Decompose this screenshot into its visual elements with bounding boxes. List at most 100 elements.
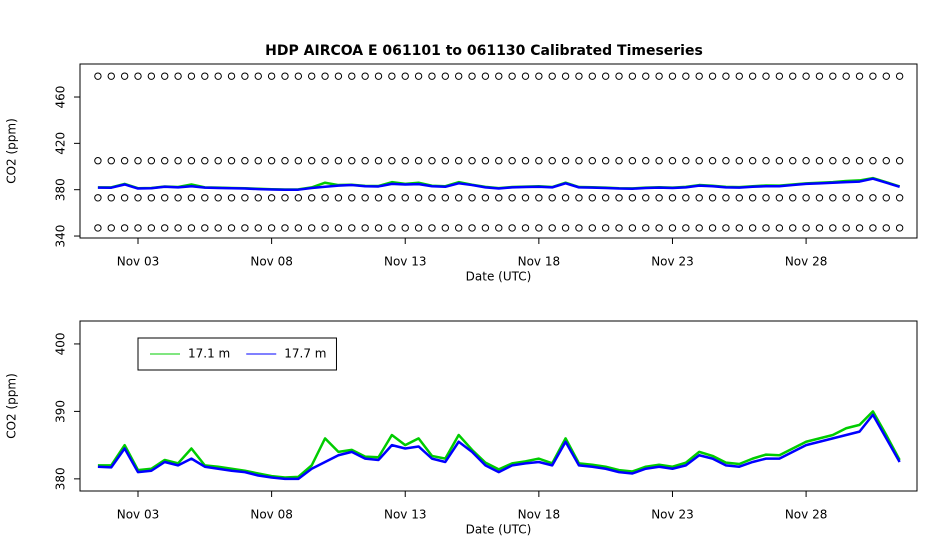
- data-point: [789, 194, 797, 202]
- data-point: [588, 224, 597, 232]
- data-point: [561, 194, 570, 202]
- data-point: [615, 224, 623, 232]
- data-point: [789, 224, 797, 232]
- data-point: [441, 157, 450, 165]
- data-point: [214, 194, 222, 202]
- x-tick-label: Nov 23: [651, 255, 694, 269]
- data-point: [227, 194, 236, 202]
- data-point: [789, 157, 797, 165]
- panel: Nov 03 Nov 08 Nov 13 Nov 18 Nov 23 Nov 28 340 3…: [5, 63, 918, 284]
- data-point: [655, 72, 663, 80]
- data-point: [321, 224, 329, 232]
- data-point: [628, 194, 637, 202]
- x-tick-label: Nov 03: [117, 508, 160, 522]
- data-point: [775, 194, 784, 202]
- plot-frame: [79, 63, 918, 239]
- data-point: [722, 224, 730, 232]
- data-point: [254, 194, 262, 202]
- data-point: [201, 224, 209, 232]
- data-point: [575, 194, 583, 202]
- data-point: [775, 224, 784, 232]
- data-point: [735, 157, 743, 165]
- data-point: [468, 224, 476, 232]
- data-point: [414, 194, 423, 202]
- y-tick-label: 380: [54, 467, 68, 490]
- data-point: [348, 157, 356, 165]
- data-point: [588, 194, 597, 202]
- data-point: [695, 157, 703, 165]
- data-point: [441, 72, 450, 80]
- data-point: [642, 72, 650, 80]
- data-point: [348, 72, 356, 80]
- data-point: [508, 72, 516, 80]
- data-point: [294, 224, 303, 232]
- data-point: [815, 224, 824, 232]
- data-point: [388, 72, 396, 80]
- data-point: [294, 157, 303, 165]
- data-point: [267, 72, 276, 80]
- data-point: [214, 224, 222, 232]
- data-point: [374, 72, 383, 80]
- data-point: [307, 194, 316, 202]
- x-tick-label: Nov 18: [518, 255, 561, 269]
- data-point: [895, 194, 904, 202]
- data-point: [869, 224, 877, 232]
- y-tick-label: 460: [54, 86, 68, 109]
- x-tick-label: Nov 28: [785, 508, 828, 522]
- data-point: [815, 194, 824, 202]
- data-point: [334, 72, 343, 80]
- data-point: [615, 194, 623, 202]
- data-point: [107, 72, 115, 80]
- data-point: [214, 157, 222, 165]
- data-point: [468, 194, 476, 202]
- data-point: [401, 157, 409, 165]
- data-point: [575, 72, 583, 80]
- data-point: [227, 224, 236, 232]
- data-point: [94, 157, 102, 165]
- data-point: [414, 72, 423, 80]
- data-point: [829, 157, 837, 165]
- data-point: [428, 194, 436, 202]
- data-point: [374, 194, 383, 202]
- chart-title: HDP AIRCOA E 061101 to 061130 Calibrated…: [265, 43, 703, 59]
- data-point: [241, 157, 249, 165]
- data-point: [508, 157, 516, 165]
- data-point: [882, 72, 890, 80]
- data-point: [254, 72, 262, 80]
- data-point: [655, 157, 663, 165]
- data-point: [388, 224, 396, 232]
- data-point: [722, 194, 730, 202]
- data-point: [174, 224, 182, 232]
- data-point: [655, 194, 663, 202]
- data-point: [575, 224, 583, 232]
- data-point: [107, 157, 115, 165]
- data-point: [521, 224, 530, 232]
- data-point: [708, 224, 717, 232]
- data-point: [481, 194, 490, 202]
- data-point: [748, 194, 757, 202]
- data-point: [521, 157, 530, 165]
- data-point: [682, 194, 690, 202]
- data-point: [241, 72, 249, 80]
- data-point: [508, 224, 516, 232]
- y-axis-label: CO2 (ppm): [5, 373, 19, 439]
- data-point: [668, 224, 677, 232]
- data-point: [468, 72, 476, 80]
- data-point: [882, 157, 890, 165]
- data-point: [802, 224, 810, 232]
- data-point: [628, 72, 637, 80]
- data-point: [254, 157, 262, 165]
- data-point: [735, 224, 743, 232]
- data-point: [668, 72, 677, 80]
- data-point: [748, 72, 757, 80]
- data-point: [321, 72, 329, 80]
- data-point: [361, 72, 369, 80]
- data-point: [735, 72, 743, 80]
- data-point: [481, 224, 490, 232]
- plot-frame: [79, 320, 918, 492]
- data-point: [495, 72, 503, 80]
- data-point: [187, 72, 196, 80]
- data-point: [655, 224, 663, 232]
- data-point: [174, 72, 182, 80]
- data-point: [401, 72, 409, 80]
